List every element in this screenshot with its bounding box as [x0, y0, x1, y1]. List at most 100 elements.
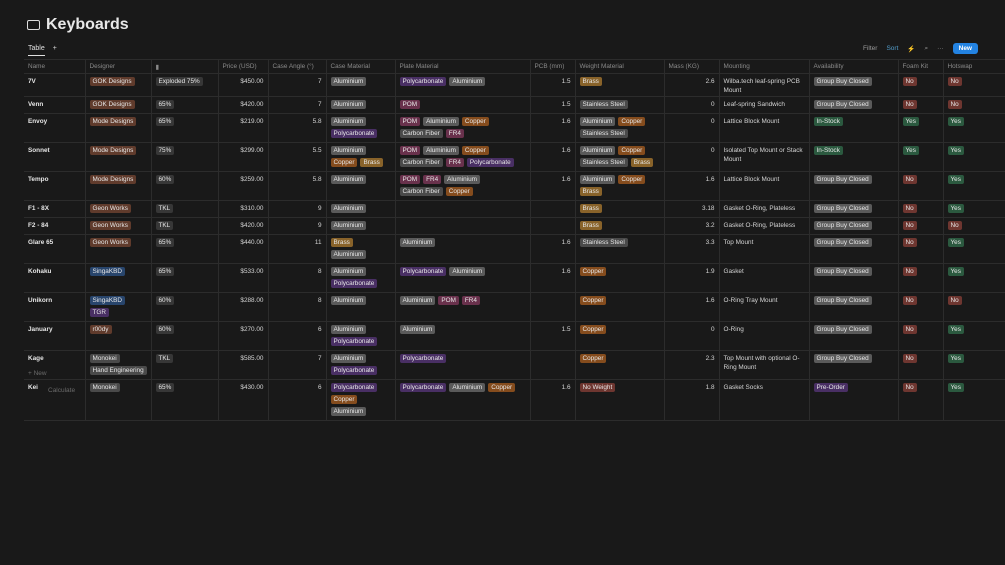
table-cell: Kohaku: [24, 263, 86, 293]
tag: In-Stock: [813, 117, 843, 126]
cell-text: Gasket Socks: [723, 384, 763, 391]
table-cell: POM FR4 AluminiumCarbon Fiber Copper: [395, 171, 531, 201]
cell-text: 7: [317, 78, 322, 85]
tag: Aluminium: [579, 175, 616, 184]
table-cell: 8: [268, 263, 327, 293]
table-cell: Lattice Block Mount: [719, 171, 810, 201]
tag: Yes: [947, 238, 964, 247]
table-cell: Polycarbonate: [395, 350, 531, 380]
table-cell: [395, 217, 531, 235]
table-cell: Stainless Steel: [575, 96, 665, 114]
table-cell: Mode Designs: [85, 113, 152, 143]
more-icon[interactable]: ···: [937, 45, 944, 52]
table-cell: Group Buy Closed: [809, 292, 899, 322]
cell-text: 1.9: [705, 268, 715, 275]
column-name: Case Angle (°): [272, 63, 314, 70]
table-cell: Polycarbonate Copper Aluminium: [326, 379, 396, 421]
table-cell: POM Aluminium Copper Carbon Fiber FR4: [395, 113, 531, 143]
table-cell: Group Buy Closed: [809, 73, 899, 97]
tag: 65%: [155, 117, 175, 126]
table-row: Kage Monokei Hand Engineering TKL $585.00 7 Al…: [24, 350, 1005, 380]
cell-text: 2.6: [705, 78, 715, 85]
row-name: Sonnet: [28, 147, 50, 154]
table-cell: No: [898, 350, 944, 380]
table-cell: No: [898, 321, 944, 351]
table-cell: 1.5: [530, 73, 576, 97]
tag: Copper: [330, 158, 358, 167]
tag: No: [902, 175, 917, 184]
automation-icon[interactable]: ⚡: [907, 45, 916, 53]
table-cell: 1.6: [530, 113, 576, 143]
table-cell: Group Buy Closed: [809, 96, 899, 114]
table-cell: O-Ring: [719, 321, 810, 351]
cell-text: 0: [710, 147, 715, 154]
table-cell: Gasket O-Ring, Plateless: [719, 200, 810, 218]
row-name: January: [28, 326, 53, 333]
tag: Yes: [947, 204, 964, 213]
tag: 65%: [155, 267, 175, 276]
tag: Yes: [947, 117, 964, 126]
table-cell: No: [898, 379, 944, 421]
view-tab[interactable]: Table: [28, 45, 45, 56]
sort-button[interactable]: Sort: [886, 45, 899, 52]
calculate-button[interactable]: Calculate: [48, 387, 76, 394]
row-name: F2 - 84: [28, 222, 49, 229]
add-view[interactable]: +: [52, 45, 57, 52]
row-name: Venn: [28, 101, 44, 108]
tag: Aluminium: [330, 175, 367, 184]
tag: Aluminium: [330, 100, 367, 109]
column-header: Availability: [809, 59, 899, 74]
cell-text: 5.8: [312, 176, 322, 183]
cell-text: 6: [317, 326, 322, 333]
table-cell: $310.00: [218, 200, 269, 218]
table-cell: Aluminium Polycarbonate: [326, 321, 396, 351]
table-cell: 0: [664, 113, 720, 143]
table-row: F1 - 8X Geon Works TKL $310.00 9 Aluminium Bra…: [24, 200, 1005, 218]
table-cell: 1.6: [530, 142, 576, 172]
tag: Copper: [461, 117, 489, 126]
table-cell: $450.00: [218, 73, 269, 97]
tag: No: [902, 204, 917, 213]
tag: Group Buy Closed: [813, 77, 872, 86]
tag: No: [902, 100, 917, 109]
cell-text: 3.3: [705, 239, 715, 246]
cell-text: 0: [710, 101, 715, 108]
tag: Copper: [618, 117, 646, 126]
cell-text: O-Ring Tray Mount: [723, 297, 778, 304]
new-button[interactable]: New: [952, 43, 978, 54]
table-cell: O-Ring Tray Mount: [719, 292, 810, 322]
tag: POM: [399, 146, 421, 155]
table-row: Sonnet Mode Designs 75% $299.00 5.5 Aluminium…: [24, 142, 1005, 172]
tag: POM: [399, 175, 421, 184]
table-cell: 8: [268, 292, 327, 322]
table-cell: F2 - 84: [24, 217, 86, 235]
table-cell: No: [943, 73, 1005, 97]
table-cell: GOK Designs: [85, 96, 152, 114]
column-name: Name: [28, 63, 46, 70]
row-name: Envoy: [28, 118, 48, 125]
table-cell: 60%: [151, 171, 219, 201]
table-cell: 7V: [24, 73, 86, 97]
cell-text: 1.6: [561, 176, 571, 183]
table-cell: Yes: [943, 350, 1005, 380]
cell-text: 1.5: [561, 101, 571, 108]
column-header: Hotswap: [943, 59, 1005, 74]
tag: Aluminium: [330, 296, 367, 305]
cell-text: 0: [710, 118, 715, 125]
cell-text: 7: [317, 355, 322, 362]
search-icon[interactable]: ⌕: [924, 44, 929, 52]
tag: Brass: [579, 221, 602, 230]
table-row: Venn GOK Designs 65% $420.00 7 Aluminium POM 1.…: [24, 96, 1005, 114]
page-title: Keyboards: [27, 16, 129, 34]
table-cell: Aluminium Polycarbonate: [326, 263, 396, 293]
cell-text: 2.3: [705, 355, 715, 362]
table-cell: 9: [268, 200, 327, 218]
filter-button[interactable]: Filter: [863, 45, 878, 52]
tag: Polycarbonate: [466, 158, 514, 167]
table-cell: Yes: [943, 263, 1005, 293]
table-cell: Group Buy Closed: [809, 217, 899, 235]
new-row-button[interactable]: + New: [28, 370, 47, 377]
tag: Copper: [445, 187, 473, 196]
cell-text: $450.00: [240, 78, 264, 85]
